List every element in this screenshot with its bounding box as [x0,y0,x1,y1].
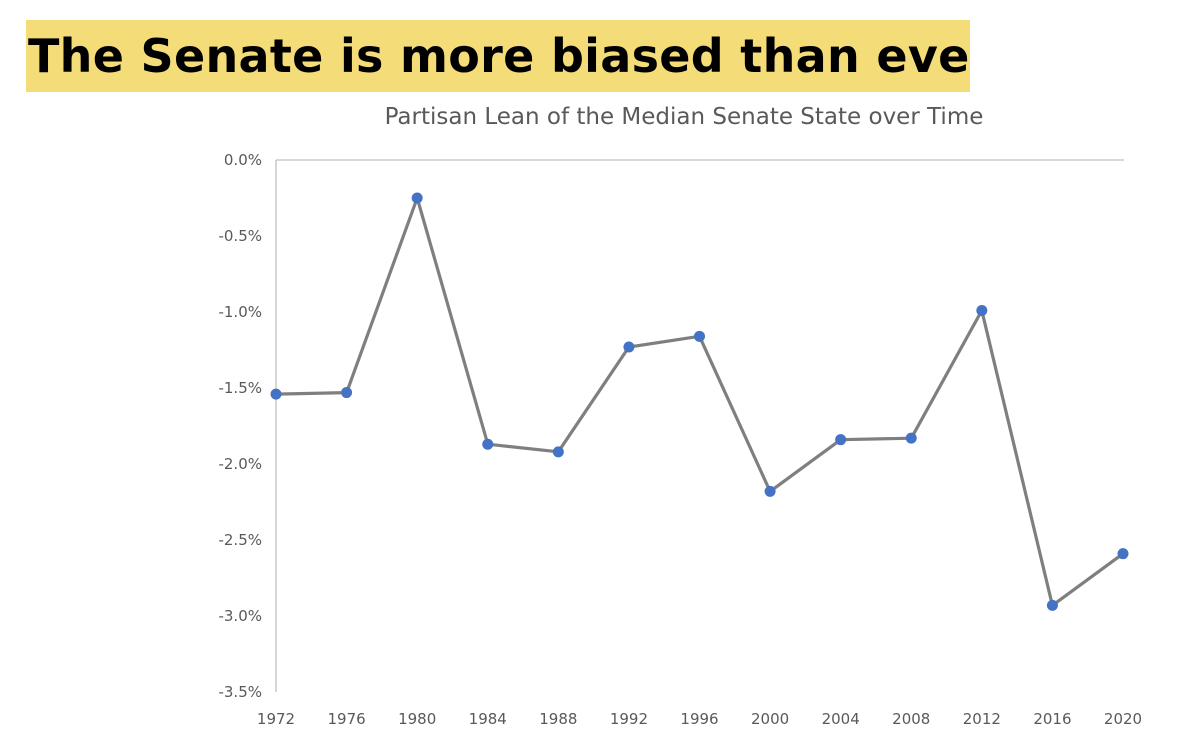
x-tick-label: 1988 [539,710,577,728]
y-tick-label: -1.0% [218,303,262,321]
chart-title: Partisan Lean of the Median Senate State… [384,104,984,130]
x-tick-label: 1972 [257,710,295,728]
y-tick-label: -2.0% [218,455,262,473]
data-point [694,330,705,342]
y-tick-labels: 0.0% -0.5% -1.0% -1.5% -2.0% -2.5% -3.0% -3.5% [218,151,262,701]
data-point [552,446,564,458]
x-tick-label: 2004 [822,710,860,728]
x-tick-label: 1980 [398,710,436,728]
data-point [1046,599,1058,611]
series-line-group [275,196,1124,608]
x-tick-label: 2016 [1033,710,1071,728]
headline: The Senate is more biased than ever [26,20,970,92]
y-tick-label: -1.5% [218,379,262,397]
data-point [1117,548,1129,560]
chart-axes [275,159,1124,692]
data-point [270,388,282,400]
series-line [275,196,1124,608]
y-tick-label: -3.5% [218,683,262,701]
data-point [976,304,988,316]
data-point [411,192,423,204]
y-tick-label: -2.5% [218,531,262,549]
data-point [623,341,635,353]
data-point [764,485,776,497]
x-tick-label: 1992 [610,710,648,728]
x-tick-label: 2012 [963,710,1001,728]
series-markers [270,192,1129,611]
data-point [341,387,353,399]
data-point [482,438,494,450]
data-point [905,432,917,444]
x-tick-label: 1976 [327,710,365,728]
x-tick-labels: 1972 1976 1980 1984 1988 1992 1996 2000 2004 2008… [257,710,1142,728]
x-tick-label: 1996 [680,710,718,728]
x-tick-label: 1984 [469,710,507,728]
x-tick-label: 2020 [1104,710,1142,728]
x-tick-label: 2008 [892,710,930,728]
data-point [835,434,847,446]
y-tick-label: -0.5% [218,227,262,245]
y-tick-label: -3.0% [218,607,262,625]
y-tick-label: 0.0% [224,151,262,169]
x-tick-label: 2000 [751,710,789,728]
